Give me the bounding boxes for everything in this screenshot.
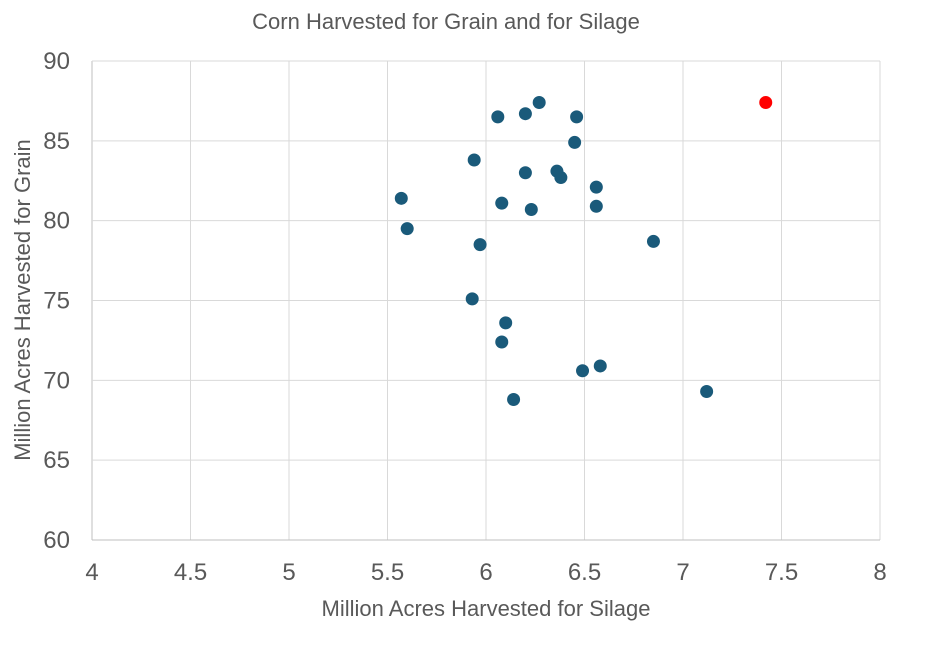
data-point xyxy=(568,135,582,149)
data-point xyxy=(394,191,408,205)
chart-title: Corn Harvested for Grain and for Silage xyxy=(252,9,640,34)
y-tick-label: 90 xyxy=(43,48,70,75)
data-point xyxy=(499,316,513,330)
data-point xyxy=(400,222,414,236)
x-tick-label: 6.5 xyxy=(568,559,601,586)
data-point xyxy=(518,166,532,180)
y-tick-label: 80 xyxy=(43,208,70,235)
x-tick-label: 6 xyxy=(479,559,492,586)
data-point xyxy=(495,196,509,210)
data-point xyxy=(576,364,590,378)
data-point xyxy=(524,202,538,216)
highlight-data-point xyxy=(759,96,773,110)
data-point xyxy=(554,171,568,185)
y-axis-title: Million Acres Harvested for Grain xyxy=(10,139,35,461)
x-tick-label: 4 xyxy=(85,559,98,586)
x-tick-label: 7.5 xyxy=(765,559,798,586)
data-point xyxy=(589,180,603,194)
data-point xyxy=(593,359,607,373)
data-point xyxy=(570,110,584,124)
x-tick-label: 4.5 xyxy=(174,559,207,586)
y-tick-label: 65 xyxy=(43,447,70,474)
data-point xyxy=(700,385,714,399)
tick-layer: 4 4.5 5 5.5 6 6.5 7 7.5 8 60 65 70 75 80 85 90 xyxy=(43,48,886,586)
data-point xyxy=(518,107,532,121)
data-point xyxy=(465,292,479,306)
data-point xyxy=(646,234,660,248)
data-point xyxy=(532,96,546,110)
y-tick-label: 70 xyxy=(43,367,70,394)
data-point xyxy=(473,238,487,252)
x-axis-title: Million Acres Harvested for Silage xyxy=(322,596,651,621)
y-tick-label: 75 xyxy=(43,288,70,315)
x-tick-label: 5 xyxy=(282,559,295,586)
grid-layer xyxy=(91,60,881,541)
data-point xyxy=(589,199,603,213)
data-point xyxy=(467,153,481,167)
data-point xyxy=(507,392,521,406)
data-point xyxy=(495,335,509,349)
y-tick-label: 85 xyxy=(43,128,70,155)
x-tick-label: 7 xyxy=(676,559,689,586)
x-tick-label: 8 xyxy=(873,559,886,586)
point-layer xyxy=(394,96,773,406)
data-point xyxy=(491,110,505,124)
x-tick-label: 5.5 xyxy=(371,559,404,586)
y-tick-label: 60 xyxy=(43,527,70,554)
